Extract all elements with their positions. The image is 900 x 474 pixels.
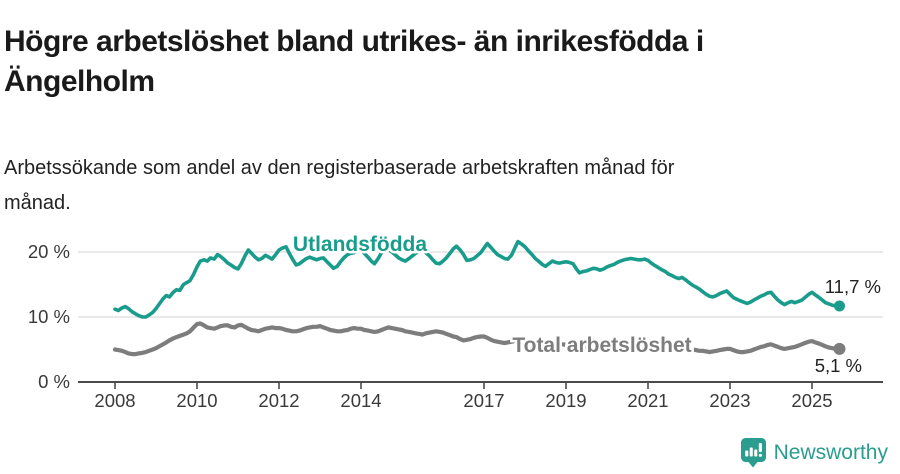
newsworthy-brand: Newsworthy [740,437,888,468]
series-label: Utlandsfödda [293,233,427,256]
page-title: Högre arbetslöshet bland utrikes- än inr… [4,25,704,99]
x-axis-label: 2012 [258,390,299,411]
x-axis-label: 2023 [709,390,750,411]
x-axis-label: 2014 [340,390,381,411]
series-end-dot [833,342,846,355]
x-axis-label: 2019 [545,390,586,411]
series-line-utlandsfodda [113,239,842,319]
end-value-label: 11,7 % [825,276,881,297]
chart-subtitle: Arbetssökande som andel av den registerb… [4,157,675,214]
end-value-label: 5,1 % [815,355,862,376]
x-axis-label: 2008 [94,390,135,411]
brand-wordmark: Newsworthy [773,440,888,464]
y-axis-label: 0 % [38,371,70,392]
y-axis-label: 20 % [28,241,70,262]
x-axis-label: 2025 [791,390,832,411]
x-axis-label: 2017 [463,390,504,411]
series-line-total [112,321,842,357]
x-axis-label: 2021 [627,390,668,411]
series-label: Total arbetslöshet [512,334,691,357]
x-axis-label: 2010 [176,390,217,411]
bar-chart-speech-bubble-icon [740,437,767,468]
y-axis-label: 10 % [28,306,70,327]
series-end-dot [833,300,845,312]
